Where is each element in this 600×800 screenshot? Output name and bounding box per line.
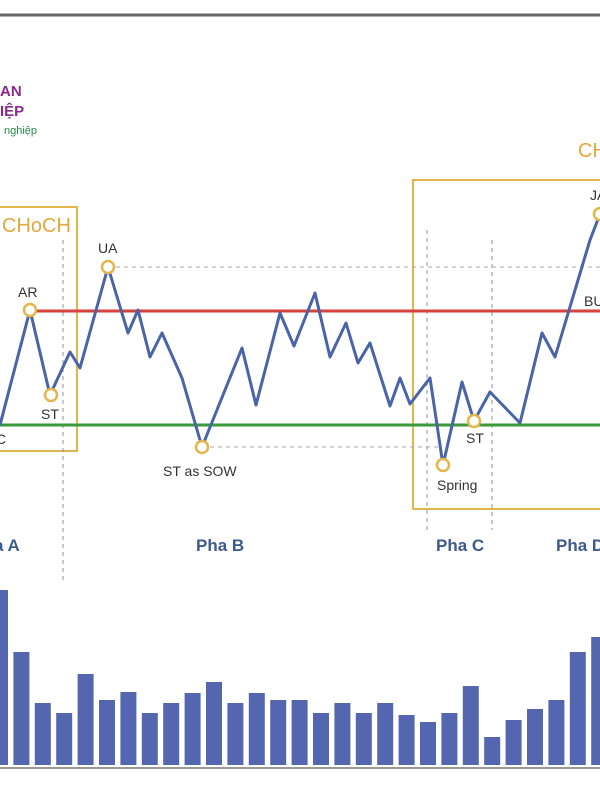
volume-bar [0, 590, 8, 765]
phase-box-right [412, 179, 600, 510]
logo-text: AN [0, 83, 22, 100]
volume-bar [334, 703, 351, 765]
volume-bar [13, 652, 30, 765]
volume-bar [99, 700, 115, 765]
volume-bar [398, 715, 415, 765]
logo-text: nghiệp [4, 125, 37, 137]
annotation: CH [578, 140, 600, 162]
price-path [0, 213, 600, 467]
event-label: ST as SOW [163, 463, 237, 479]
event-label: JA [590, 187, 600, 203]
phase-label: Pha D [556, 536, 600, 555]
volume-bar [462, 686, 479, 765]
volume-bar [206, 682, 222, 765]
volume-bar [77, 674, 94, 765]
volume-bar [120, 692, 137, 765]
volume-bar [227, 703, 244, 765]
phase-dividers [62, 230, 493, 580]
event-label: AR [18, 284, 37, 300]
volume-bar [527, 709, 543, 765]
volume-bar [569, 652, 586, 765]
volume-bar [291, 700, 308, 765]
volume-bars [0, 590, 600, 765]
volume-bar [184, 693, 201, 765]
phase-box-left [0, 206, 78, 452]
volume-bar [248, 693, 265, 765]
volume-bar [34, 703, 51, 765]
event-label: Spring [437, 477, 477, 493]
phase-label: Pha C [436, 536, 484, 555]
event-label: BU [584, 293, 600, 309]
logo-text: IỆP [0, 102, 24, 120]
volume-bar [420, 722, 436, 765]
volume-bar [484, 737, 501, 765]
volume-bar [505, 720, 522, 765]
phase-label: a A [0, 536, 20, 555]
event-label: UA [98, 240, 118, 256]
volume-bar [548, 700, 565, 765]
volume-bar [441, 713, 458, 765]
event-label: ST [466, 430, 484, 446]
volume-bar [355, 713, 372, 765]
event-label: C [0, 431, 6, 447]
phase-label: Pha B [196, 536, 244, 555]
volume-bar [591, 637, 600, 765]
event-markers [22, 206, 600, 473]
volume-bar [163, 703, 180, 765]
volume-bar [270, 700, 287, 765]
event-label: ST [41, 406, 59, 422]
annotation: CHoCH [2, 215, 71, 237]
volume-bar [313, 713, 329, 765]
volume-bar [377, 703, 394, 765]
volume-bar [141, 713, 158, 765]
volume-bar [56, 713, 73, 765]
